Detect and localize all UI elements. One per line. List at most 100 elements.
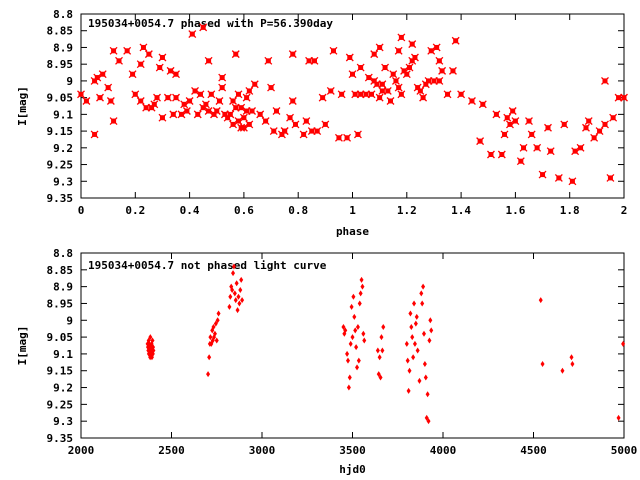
data-point [199,23,208,32]
y-tick-label: 8.9 [53,281,73,294]
data-point [376,371,381,378]
data-point [443,90,452,99]
data-point [620,93,628,102]
data-point [242,93,251,102]
data-point [427,337,432,344]
data-point [240,297,245,304]
data-point [508,107,517,115]
data-point [310,56,319,65]
data-point [378,80,387,89]
data-point [409,324,414,330]
data-point [351,293,356,300]
data-point [353,327,358,334]
data-point [350,334,355,341]
data-point [540,361,545,367]
data-point [538,170,547,179]
y-tick-label: 9.3 [53,415,73,428]
data-point [185,97,194,105]
plot-frame [80,252,625,439]
data-point [429,327,434,334]
data-point [98,70,107,79]
x-tick-label: 1.4 [451,204,471,217]
data-point [457,90,466,99]
x-tick-label: 3000 [249,444,276,457]
data-point [269,127,278,136]
data-point [239,123,248,132]
data-point [533,143,542,152]
data-point [416,86,425,95]
data-point [360,283,365,290]
data-point [128,70,137,79]
data-point [412,300,417,307]
data-point [191,86,199,95]
data-point [261,117,270,126]
data-point [182,107,191,115]
data-point [318,93,327,102]
x-tick-label: 1.8 [560,204,580,217]
data-point [231,50,240,59]
data-point [394,83,403,92]
data-point [321,120,330,129]
unphased-light-curve-chart: 2000 2500 3000 3500 4000 4500 5000 8.8 8.85 8.9 8.… [16,247,637,476]
data-point [492,110,501,119]
data-point [381,63,390,72]
plot-frame [80,13,625,199]
data-point [337,90,346,99]
y-tick-label: 9.2 [53,142,73,155]
data-point [106,97,115,105]
data-point [139,43,148,52]
data-point [402,70,411,79]
data-point [302,117,311,126]
data-point [215,97,224,105]
data-point [153,93,161,102]
y-tick-label: 8.85 [47,25,74,38]
data-point [570,361,575,367]
data-point [348,70,357,79]
data-point [427,46,436,55]
data-point [236,293,241,300]
data-point [397,90,406,99]
data-point [519,143,528,152]
data-point [571,147,580,156]
data-point [227,303,232,310]
data-point [264,56,273,65]
phased-light-curve-chart: 0 0.2 0.4 0.6 0.8 1 1.2 1.4 1.6 1.8 2 8.8 8.85 8.9 8.9… [16,8,628,238]
data-point [226,110,235,119]
data-point [606,173,615,182]
y-tick-label: 8.85 [47,264,74,277]
data-point [435,56,444,65]
y-tick-label: 9.25 [47,398,74,411]
data-point [616,414,621,421]
x-tick-label: 5000 [611,444,638,457]
data-point [419,290,424,297]
data-point [299,130,308,139]
data-point [346,384,351,391]
data-point [377,354,382,361]
data-point [348,340,353,347]
data-point [212,330,217,337]
data-point [229,97,237,105]
data-point [158,113,167,122]
data-point [272,107,281,115]
data-point [407,367,412,374]
data-point [245,120,254,129]
data-point [609,113,618,122]
data-point [405,63,414,72]
data-point [525,117,533,126]
data-point [288,50,297,59]
data-point [250,80,259,89]
data-point [230,287,235,293]
data-point [341,324,346,330]
data-point [237,103,246,112]
data-point [150,337,155,344]
y-tick-label: 9.1 [53,108,73,121]
data-point [214,337,219,344]
data-point [568,177,577,186]
data-point [359,276,364,283]
data-point [375,93,384,102]
data-point [228,293,233,300]
data-point [248,107,257,115]
x-tick-label: 2 [621,204,628,217]
data-point [560,367,565,374]
data-point [364,73,373,82]
